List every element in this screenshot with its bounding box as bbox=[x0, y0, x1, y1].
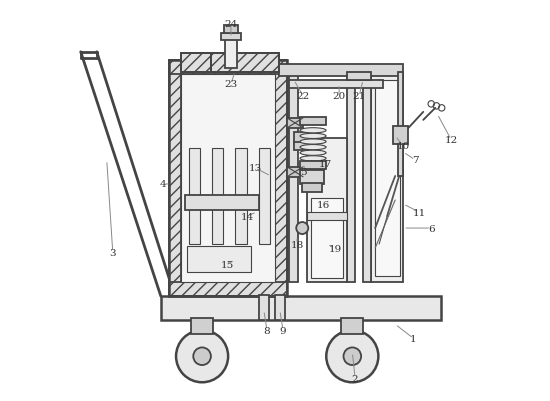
Ellipse shape bbox=[300, 156, 326, 162]
Bar bbox=[287, 167, 303, 177]
Bar bbox=[287, 119, 303, 129]
Text: 1: 1 bbox=[410, 334, 416, 343]
Ellipse shape bbox=[300, 134, 326, 139]
Bar bbox=[169, 61, 287, 75]
Text: 24: 24 bbox=[224, 20, 238, 29]
Bar bbox=[181, 53, 211, 73]
Text: 13: 13 bbox=[249, 164, 262, 173]
Bar bbox=[294, 133, 318, 144]
Text: 12: 12 bbox=[444, 136, 458, 145]
Bar bbox=[161, 296, 441, 320]
Bar bbox=[187, 247, 251, 272]
Circle shape bbox=[193, 348, 211, 365]
Bar bbox=[279, 65, 403, 77]
Text: 21: 21 bbox=[353, 92, 366, 101]
Bar bbox=[169, 282, 287, 296]
Bar bbox=[259, 296, 269, 320]
Ellipse shape bbox=[300, 162, 326, 167]
Bar bbox=[275, 61, 287, 296]
Text: 23: 23 bbox=[224, 80, 238, 89]
Bar bbox=[224, 26, 238, 34]
Text: 8: 8 bbox=[263, 326, 270, 335]
Text: 2: 2 bbox=[352, 374, 359, 383]
Ellipse shape bbox=[300, 140, 326, 145]
Bar bbox=[393, 127, 409, 144]
Bar bbox=[212, 148, 223, 245]
Text: 9: 9 bbox=[280, 326, 287, 335]
Text: 18: 18 bbox=[290, 240, 304, 249]
Bar bbox=[169, 61, 181, 296]
Bar bbox=[398, 73, 403, 176]
Text: 5: 5 bbox=[300, 168, 306, 177]
Bar bbox=[300, 117, 326, 126]
Bar bbox=[275, 296, 285, 320]
Bar bbox=[211, 53, 279, 73]
Text: 15: 15 bbox=[221, 260, 234, 269]
Text: 4: 4 bbox=[160, 180, 166, 189]
Bar bbox=[307, 139, 347, 282]
Text: 20: 20 bbox=[332, 92, 346, 101]
Bar bbox=[302, 184, 322, 192]
Circle shape bbox=[296, 223, 308, 235]
Bar bbox=[181, 53, 211, 73]
Bar bbox=[294, 143, 318, 150]
Bar bbox=[181, 75, 275, 282]
Ellipse shape bbox=[300, 145, 326, 150]
Bar bbox=[225, 38, 237, 69]
Text: 19: 19 bbox=[328, 244, 342, 253]
Bar bbox=[375, 81, 400, 276]
Bar bbox=[371, 75, 403, 282]
Bar bbox=[211, 53, 279, 73]
Bar bbox=[289, 69, 298, 282]
Bar bbox=[300, 170, 324, 184]
Text: 11: 11 bbox=[412, 208, 426, 217]
Bar bbox=[191, 318, 213, 334]
Circle shape bbox=[344, 348, 361, 365]
Bar bbox=[311, 198, 343, 278]
Circle shape bbox=[326, 330, 378, 382]
Text: 22: 22 bbox=[296, 92, 310, 101]
Text: 16: 16 bbox=[316, 200, 329, 209]
Bar bbox=[307, 213, 347, 221]
Circle shape bbox=[176, 330, 228, 382]
Bar bbox=[289, 81, 383, 89]
Bar bbox=[300, 162, 326, 170]
Ellipse shape bbox=[300, 151, 326, 156]
Bar bbox=[169, 61, 287, 296]
Bar bbox=[235, 148, 246, 245]
Bar bbox=[347, 75, 355, 282]
Bar bbox=[258, 148, 270, 245]
Bar bbox=[221, 33, 241, 41]
Text: 14: 14 bbox=[240, 212, 254, 221]
Bar bbox=[341, 318, 363, 334]
Bar bbox=[347, 73, 371, 81]
Text: 3: 3 bbox=[109, 248, 116, 257]
Text: 6: 6 bbox=[428, 224, 435, 233]
Bar bbox=[185, 195, 259, 211]
Text: 17: 17 bbox=[318, 160, 332, 169]
Bar bbox=[363, 75, 371, 282]
Ellipse shape bbox=[300, 128, 326, 134]
Bar bbox=[189, 148, 200, 245]
Text: 10: 10 bbox=[397, 142, 410, 151]
Text: 7: 7 bbox=[412, 156, 419, 165]
